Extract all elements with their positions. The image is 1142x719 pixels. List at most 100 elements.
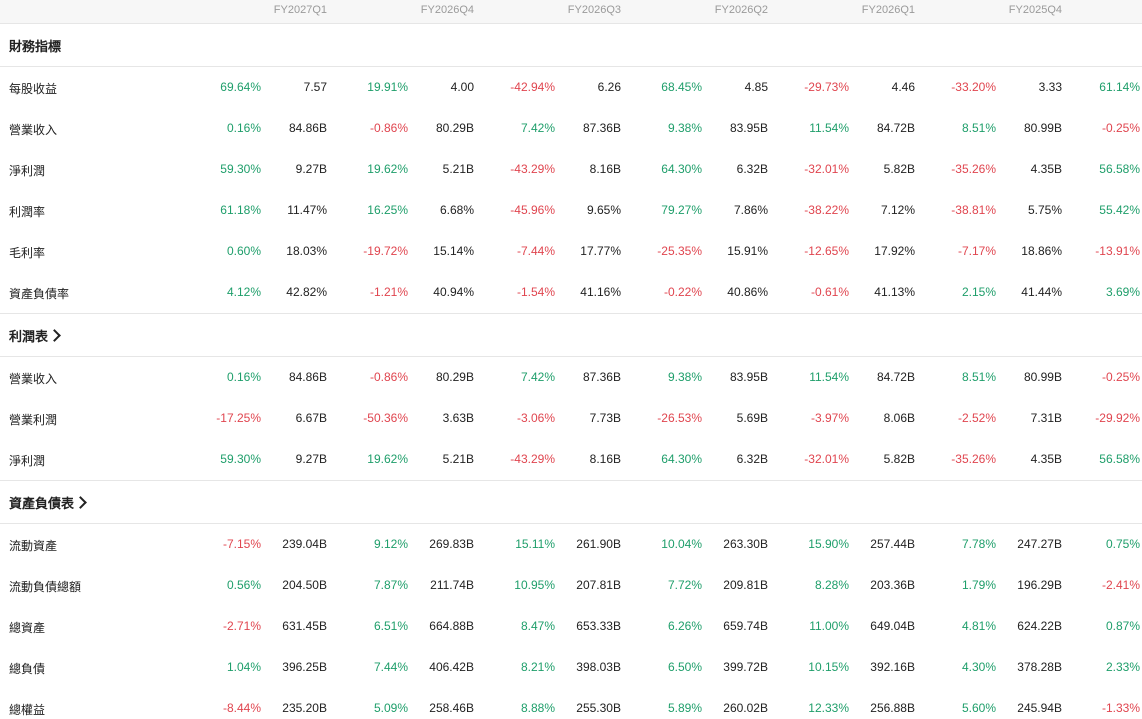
period-header: FY2027Q1 FY2026Q4 FY2026Q3 FY2026Q2 FY2026Q1… [0, 0, 1142, 24]
change-percent: -26.53% [657, 411, 702, 425]
change-percent: 56.58% [1099, 162, 1140, 176]
change-percent: -13.91% [1095, 244, 1140, 258]
change-percent: -17.25% [216, 411, 261, 425]
chevron-right-icon[interactable] [48, 329, 61, 342]
metric-value: 4.35B [1030, 452, 1062, 466]
change-percent: -19.72% [363, 244, 408, 258]
change-percent: -32.01% [804, 162, 849, 176]
section-title-1[interactable]: 利潤表 [9, 326, 61, 345]
change-percent: 68.45% [661, 80, 702, 94]
metric-value: 7.86% [733, 203, 768, 217]
metric-value: 41.44% [1021, 285, 1062, 299]
change-percent: 4.81% [961, 619, 996, 633]
change-percent: 59.30% [220, 452, 261, 466]
metric-value: 8.16B [589, 452, 621, 466]
metric-value: 5.82B [883, 452, 915, 466]
metric-value: 4.35B [1030, 162, 1062, 176]
metric-value: 7.31B [1030, 411, 1062, 425]
table-row: 營業利潤 -17.25% 6.67B -50.36% 3.63B -3.06% 7.73B -… [0, 409, 1142, 429]
row-label: 淨利潤 [9, 164, 46, 178]
metric-value: 269.83B [429, 537, 474, 551]
change-percent: 9.38% [667, 121, 702, 135]
change-percent: -33.20% [951, 80, 996, 94]
period-header-fy2026q3: FY2026Q3 [567, 4, 621, 16]
change-percent: 16.25% [367, 203, 408, 217]
metric-value: 84.86B [288, 370, 327, 384]
metric-value: 80.99B [1023, 121, 1062, 135]
metric-value: 6.26 [597, 80, 621, 94]
change-percent: -43.29% [510, 452, 555, 466]
metric-value: 664.88B [429, 619, 474, 633]
metric-value: 6.32B [736, 452, 768, 466]
period-header-fy2026q1: FY2026Q1 [861, 4, 915, 16]
change-percent: 2.33% [1105, 660, 1140, 674]
change-percent: -50.36% [363, 411, 408, 425]
change-percent: 0.56% [226, 578, 261, 592]
table-row: 總資產 -2.71% 631.45B 6.51% 664.88B 8.47% 653.33B… [0, 617, 1142, 637]
change-percent: 4.12% [226, 285, 261, 299]
table-row: 總權益 -8.44% 235.20B 5.09% 258.46B 8.88% 255.30B… [0, 699, 1142, 719]
change-percent: 0.16% [226, 121, 261, 135]
metric-value: 18.03% [286, 244, 327, 258]
section-divider [0, 66, 1142, 67]
change-percent: 8.28% [814, 578, 849, 592]
table-row: 流動負債總額 0.56% 204.50B 7.87% 211.74B 10.95% 207.… [0, 576, 1142, 596]
change-percent: -8.44% [222, 701, 261, 715]
change-percent: -7.44% [516, 244, 555, 258]
change-percent: 4.30% [961, 660, 996, 674]
change-percent: 7.44% [373, 660, 408, 674]
row-label: 流動負債總額 [9, 580, 82, 594]
table-row: 淨利潤 59.30% 9.27B 19.62% 5.21B -43.29% 8.16B 64.… [0, 450, 1142, 470]
row-label: 流動資產 [9, 539, 58, 553]
change-percent: 1.04% [226, 660, 261, 674]
change-percent: -7.15% [222, 537, 261, 551]
metric-value: 84.72B [876, 370, 915, 384]
metric-value: 84.86B [288, 121, 327, 135]
section-title-label: 資產負債表 [9, 496, 75, 511]
change-percent: 15.90% [808, 537, 849, 551]
metric-value: 15.91% [727, 244, 768, 258]
row-label: 營業利潤 [9, 413, 58, 427]
change-percent: -3.97% [810, 411, 849, 425]
metric-value: 255.30B [576, 701, 621, 715]
section-title-0: 財務指標 [9, 36, 61, 55]
metric-value: 204.50B [282, 578, 327, 592]
change-percent: 59.30% [220, 162, 261, 176]
change-percent: -38.22% [804, 203, 849, 217]
metric-value: 3.33 [1038, 80, 1062, 94]
metric-value: 257.44B [870, 537, 915, 551]
metric-value: 203.36B [870, 578, 915, 592]
metric-value: 196.29B [1017, 578, 1062, 592]
change-percent: 55.42% [1099, 203, 1140, 217]
change-percent: -38.81% [951, 203, 996, 217]
metric-value: 8.06B [883, 411, 915, 425]
metric-value: 83.95B [729, 121, 768, 135]
table-row: 毛利率 0.60% 18.03% -19.72% 15.14% -7.44% 17.77% -… [0, 242, 1142, 262]
change-percent: -35.26% [951, 452, 996, 466]
table-row: 淨利潤 59.30% 9.27B 19.62% 5.21B -43.29% 8.16B 64.… [0, 160, 1142, 180]
row-label: 利潤率 [9, 205, 46, 219]
change-percent: -2.71% [222, 619, 261, 633]
metric-value: 631.45B [282, 619, 327, 633]
metric-value: 261.90B [576, 537, 621, 551]
change-percent: -2.52% [957, 411, 996, 425]
chevron-right-icon[interactable] [74, 496, 87, 509]
change-percent: 6.50% [667, 660, 702, 674]
metric-value: 211.74B [430, 578, 474, 592]
change-percent: 8.51% [961, 121, 996, 135]
change-percent: 9.38% [667, 370, 702, 384]
change-percent: -2.41% [1101, 578, 1140, 592]
change-percent: 1.79% [961, 578, 996, 592]
change-percent: 0.60% [226, 244, 261, 258]
section-title-2[interactable]: 資產負債表 [9, 493, 87, 512]
change-percent: 19.91% [367, 80, 408, 94]
metric-value: 378.28B [1017, 660, 1062, 674]
section-title-label: 利潤表 [9, 329, 49, 344]
change-percent: 56.58% [1099, 452, 1140, 466]
metric-value: 653.33B [576, 619, 621, 633]
change-percent: 11.54% [809, 121, 849, 135]
change-percent: 10.95% [514, 578, 555, 592]
change-percent: 64.30% [661, 162, 702, 176]
change-percent: 61.18% [220, 203, 261, 217]
change-percent: -1.54% [516, 285, 555, 299]
